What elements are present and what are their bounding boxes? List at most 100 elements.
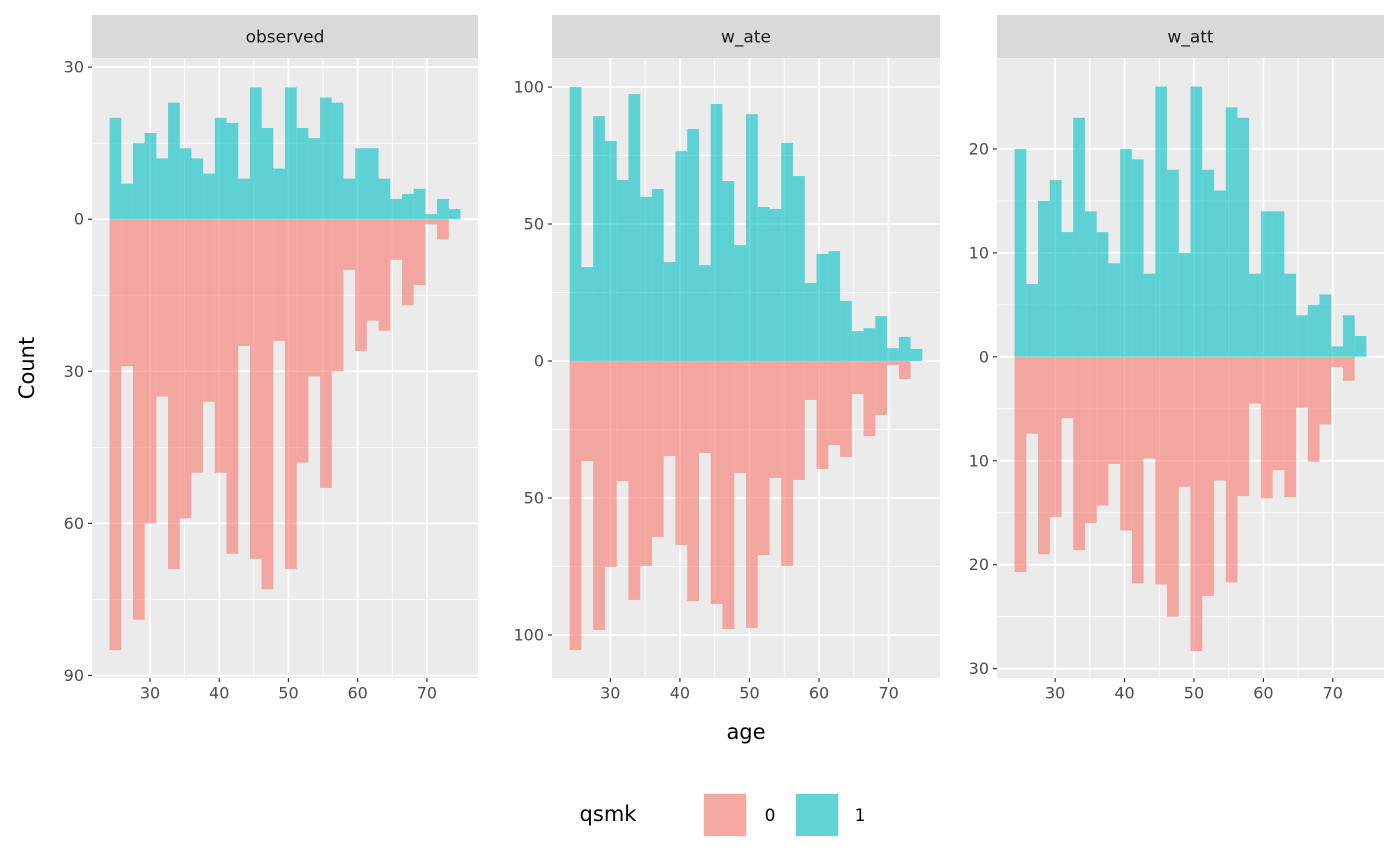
- histogram-bar: [1038, 200, 1050, 357]
- histogram-bar: [1026, 356, 1039, 434]
- histogram-bar: [757, 361, 770, 555]
- histogram-bar: [616, 361, 629, 482]
- histogram-bar: [1225, 107, 1238, 357]
- histogram-bar: [898, 336, 911, 362]
- histogram-bar: [769, 208, 782, 362]
- y-tick-label: 10: [969, 243, 989, 262]
- histogram-bar: [734, 245, 746, 362]
- histogram-bar: [804, 361, 817, 400]
- histogram-bar: [698, 265, 711, 362]
- histogram-bar: [214, 219, 227, 473]
- histogram-bar: [863, 361, 876, 437]
- histogram-bar: [1202, 356, 1214, 596]
- histogram-bar: [675, 361, 688, 546]
- histogram-bar: [828, 361, 841, 446]
- histogram-bar: [1284, 273, 1297, 357]
- y-tick-label: 100: [513, 625, 544, 644]
- histogram-bar: [144, 219, 157, 524]
- histogram-bar: [1237, 117, 1250, 357]
- histogram-bar: [840, 361, 852, 457]
- y-tick-label: 100: [513, 78, 544, 97]
- histogram-bar: [1096, 232, 1109, 357]
- histogram-bar: [413, 219, 426, 286]
- x-tick-label: 70: [1323, 684, 1343, 703]
- histogram-bar: [448, 209, 461, 220]
- histogram-bar: [604, 361, 617, 568]
- x-tick-label: 40: [1114, 684, 1134, 703]
- histogram-bar: [1049, 180, 1062, 357]
- x-tick-label: 30: [1045, 684, 1065, 703]
- histogram-bar: [1014, 356, 1027, 572]
- histogram-bar: [249, 87, 262, 220]
- legend-label: 0: [765, 806, 776, 826]
- histogram-bar: [687, 128, 699, 362]
- histogram-bar: [296, 127, 309, 220]
- histogram-bar: [746, 361, 758, 628]
- strip-label: observed: [246, 28, 325, 48]
- x-tick-label: 70: [417, 684, 437, 703]
- histogram-bar: [1061, 232, 1074, 357]
- legend-title: qsmk: [580, 802, 638, 826]
- histogram-bar: [1213, 190, 1226, 357]
- histogram-bar: [308, 219, 321, 377]
- histogram-bar: [863, 328, 876, 362]
- histogram-bar: [273, 219, 285, 341]
- y-tick-label: 50: [524, 489, 544, 508]
- histogram-bar: [781, 142, 794, 362]
- histogram-bar: [1237, 356, 1250, 497]
- histogram-bar: [1167, 356, 1179, 617]
- histogram-bar: [769, 361, 782, 478]
- y-tick-label: 0: [74, 210, 84, 229]
- strip-label: w_att: [1167, 28, 1213, 48]
- histogram-bar: [366, 219, 379, 321]
- histogram-bar: [1084, 356, 1097, 524]
- histogram-bar: [851, 361, 864, 394]
- histogram-bar: [1178, 252, 1191, 357]
- y-axis-title: Count: [15, 337, 39, 399]
- histogram-bar: [132, 143, 145, 220]
- histogram-bar: [687, 361, 699, 602]
- histogram-bar: [238, 178, 250, 220]
- histogram-bar: [898, 361, 911, 380]
- histogram-bar: [1260, 356, 1273, 499]
- legend-swatch: [796, 794, 838, 836]
- histogram-bar: [1190, 356, 1203, 651]
- histogram-bar: [121, 219, 133, 367]
- histogram-bar: [1073, 356, 1085, 551]
- histogram-bar: [378, 178, 391, 220]
- histogram-bar: [1202, 169, 1214, 357]
- histogram-bar: [191, 158, 204, 220]
- histogram-bar: [1143, 356, 1156, 459]
- histogram-bar: [425, 219, 438, 225]
- histogram-bar: [663, 262, 676, 362]
- histogram-bar: [1307, 304, 1320, 357]
- histogram-bar: [569, 361, 582, 651]
- y-tick-label: 30: [969, 659, 989, 678]
- histogram-bar: [804, 282, 817, 362]
- histogram-bar: [331, 219, 344, 372]
- histogram-bar: [1178, 356, 1191, 487]
- x-tick-label: 50: [1184, 684, 1204, 703]
- histogram-bar: [320, 97, 332, 220]
- histogram-bar: [109, 117, 122, 220]
- histogram-bar: [390, 198, 402, 220]
- histogram-bar: [651, 188, 664, 362]
- histogram-bar: [179, 219, 192, 519]
- histogram-bar: [793, 176, 805, 362]
- histogram-bar: [261, 219, 274, 590]
- histogram-bar: [757, 207, 770, 362]
- histogram-bar: [1061, 356, 1074, 419]
- legend-label: 1: [855, 806, 866, 826]
- histogram-bar: [816, 361, 829, 469]
- histogram-bar: [320, 219, 332, 488]
- histogram-bar: [261, 127, 274, 220]
- x-tick-label: 60: [809, 684, 829, 703]
- histogram-bar: [226, 122, 239, 220]
- histogram-bar: [1319, 294, 1332, 357]
- histogram-bar: [413, 188, 426, 220]
- histogram-bar: [1296, 315, 1308, 357]
- histogram-bar: [640, 196, 652, 362]
- histogram-bar: [1108, 356, 1121, 464]
- y-tick-label: 0: [534, 352, 544, 371]
- histogram-bar: [1213, 356, 1226, 481]
